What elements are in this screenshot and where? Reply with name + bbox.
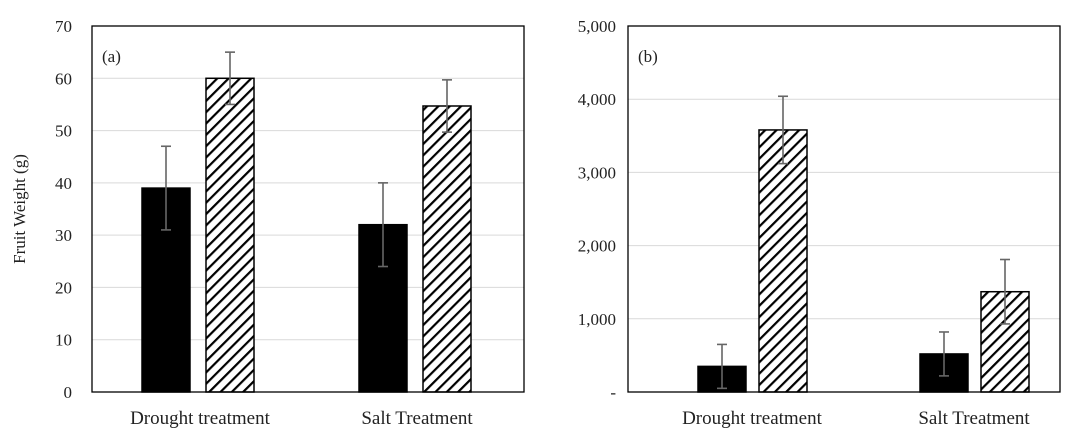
y-tick-label: 50 [55, 122, 72, 141]
x-category-label: Salt Treatment [918, 408, 1030, 429]
y-tick-label: 3,000 [578, 163, 616, 182]
y-tick-label: 4,000 [578, 90, 616, 109]
y-tick-label: 1,000 [578, 310, 616, 329]
x-category-label: Salt Treatment [361, 408, 473, 429]
panel-label: (a) [102, 47, 121, 66]
y-tick-label: 0 [64, 383, 73, 402]
y-tick-label: 30 [55, 226, 72, 245]
y-tick-label: 20 [55, 278, 72, 297]
plot-frame [627, 25, 1061, 393]
y-tick-label: - [610, 383, 616, 402]
x-category-label: Drought treatment [682, 408, 823, 429]
bar-2-2 [422, 105, 472, 393]
bar-2-1 [758, 129, 808, 393]
chart-panel-1: 0 10 20 30 40 50 60 70 Drought treatment Salt Tre… [10, 17, 525, 429]
y-tick-label: 5,000 [578, 17, 616, 36]
y-axis-title: Fruit Weight (g) [10, 154, 29, 264]
y-tick-label: 2,000 [578, 237, 616, 256]
y-tick-label: 40 [55, 174, 72, 193]
y-tick-label: 10 [55, 331, 72, 350]
y-tick-label: 70 [55, 17, 72, 36]
chart-panel-2: - 1,000 2,000 3,000 4,000 5,000 Drought treatm… [578, 17, 1061, 429]
plot-frame [91, 25, 525, 393]
panel-label: (b) [638, 47, 658, 66]
bar-2-1 [205, 77, 255, 393]
y-tick-label: 60 [55, 69, 72, 88]
x-category-label: Drought treatment [130, 408, 271, 429]
